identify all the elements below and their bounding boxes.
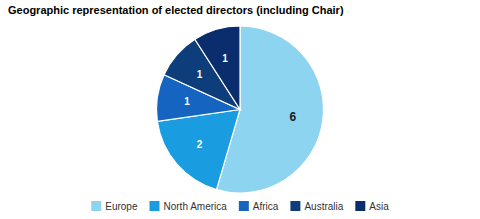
data-labels: 6 2 1 1 1 [184, 53, 296, 150]
legend-swatch [239, 201, 249, 211]
legend-item: Australia [290, 201, 343, 212]
legend-label: Africa [253, 201, 279, 212]
data-label: 1 [197, 69, 203, 80]
legend-swatch [91, 201, 101, 211]
chart: Geographic representation of elected dir… [0, 0, 480, 219]
legend-item: Asia [355, 201, 389, 212]
legend-item: North America [149, 201, 227, 212]
legend-swatch [355, 201, 365, 211]
data-label: 2 [197, 139, 203, 150]
data-label: 1 [222, 53, 228, 64]
pie [157, 26, 324, 193]
legend-swatch [290, 201, 300, 211]
chart-title: Geographic representation of elected dir… [8, 4, 344, 16]
legend: Europe North America Africa Australia Asia [91, 201, 389, 212]
data-label: 1 [184, 96, 190, 107]
legend-label: Asia [369, 201, 389, 212]
pie-slice [195, 26, 240, 110]
data-label: 6 [290, 110, 297, 124]
legend-swatch [149, 201, 159, 211]
legend-item: Europe [91, 201, 138, 212]
legend-label: Australia [304, 201, 343, 212]
legend-item: Africa [239, 201, 279, 212]
legend-label: Europe [105, 201, 138, 212]
pie-slice [157, 110, 240, 190]
legend-label: North America [163, 201, 227, 212]
